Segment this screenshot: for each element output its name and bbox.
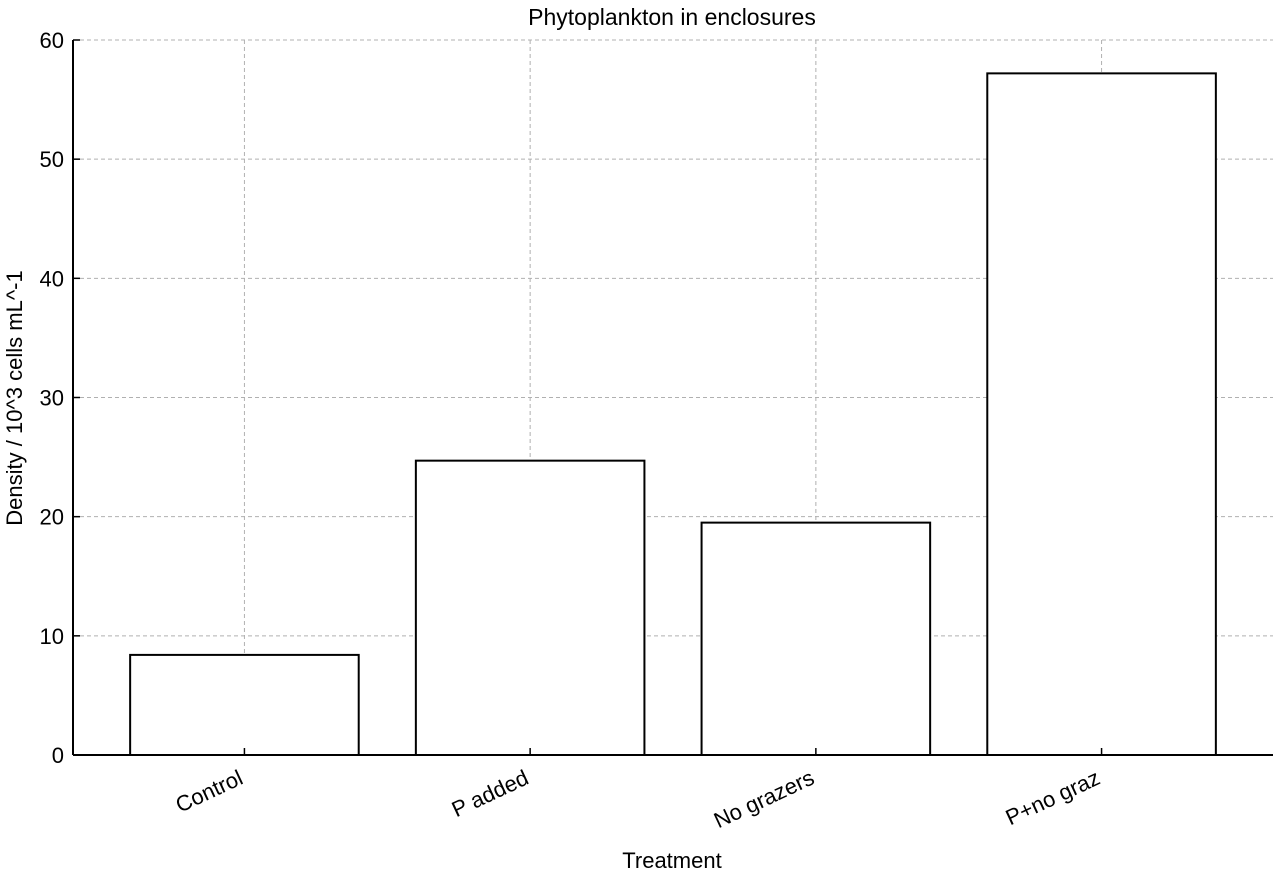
y-tick-label: 30 <box>40 386 64 411</box>
x-axis-label: Treatment <box>622 848 721 873</box>
bars <box>129 72 1217 757</box>
bar <box>986 72 1217 757</box>
bar <box>129 653 360 757</box>
x-tick-label: P added <box>448 765 533 822</box>
chart-title: Phytoplankton in enclosures <box>528 4 816 30</box>
y-tick-label: 10 <box>40 624 64 649</box>
y-tick-label: 40 <box>40 266 64 291</box>
y-ticks: 0 10 20 30 40 50 60 <box>40 28 80 768</box>
y-tick-label: 50 <box>40 147 64 172</box>
x-tick-label: P+no graz <box>1002 765 1104 830</box>
y-tick-label: 60 <box>40 28 64 53</box>
y-tick-label: 20 <box>40 505 64 530</box>
bar <box>700 521 932 756</box>
x-tick-label: No grazers <box>710 765 818 833</box>
y-axis-label: Density / 10^3 cells mL^-1 <box>2 270 27 525</box>
bar <box>414 459 646 756</box>
x-tick-label: Control <box>172 765 247 818</box>
y-tick-label: 0 <box>52 743 64 768</box>
x-ticks: Control P added No grazers P+no graz <box>172 748 1104 833</box>
